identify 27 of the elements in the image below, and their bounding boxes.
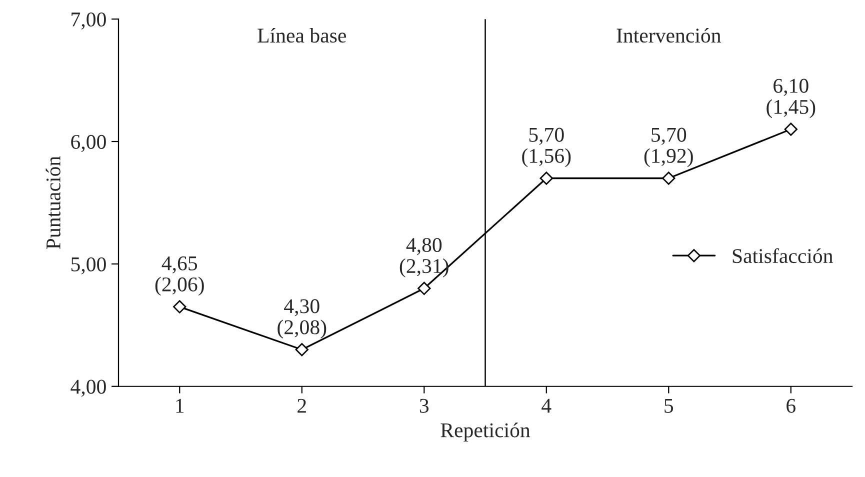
x-tick-label: 5 (664, 398, 674, 413)
x-tick-label: 6 (786, 398, 796, 413)
data-label: 6,10 (1,45) (766, 78, 816, 118)
point (784, 122, 798, 136)
data-label: 4,30 (2,08) (278, 299, 326, 339)
x-tick-label: 3 (420, 398, 429, 413)
y-tick-label: 4,00 (70, 380, 106, 397)
legend-label: Satisfacción (732, 248, 833, 264)
x-tick-label: 1 (176, 398, 184, 413)
point (540, 172, 553, 185)
annotation: Línea base (258, 28, 346, 43)
data-label: 4,80 (2,31) (400, 238, 448, 278)
point (418, 282, 431, 296)
data-label: 5,70 (1,92) (644, 128, 693, 168)
point (662, 172, 676, 185)
x-tick-label: 2 (298, 398, 306, 413)
annotation: Intervención (616, 28, 721, 43)
y-axis-title: Puntuación (46, 156, 60, 249)
data-label: 5,70 (1,56) (522, 128, 571, 168)
x-axis-title: Repetición (440, 422, 530, 442)
point (173, 300, 186, 314)
point (295, 343, 308, 356)
y-tick-label: 6,00 (71, 134, 106, 152)
x-tick-label: 4 (542, 398, 552, 413)
y-tick-label: 7,00 (72, 12, 106, 30)
data-label: 4,65 (2,06) (155, 256, 204, 296)
y-tick-label: 5,00 (71, 257, 106, 274)
